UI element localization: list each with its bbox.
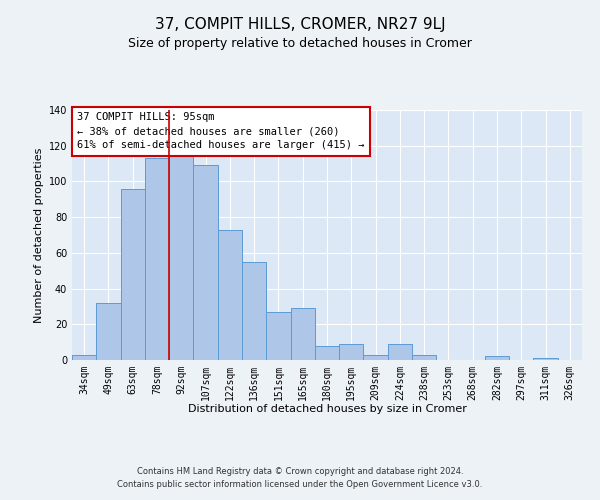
Bar (121, 188, 145, 360)
Text: 37 COMPIT HILLS: 95sqm
← 38% of detached houses are smaller (260)
61% of semi-de: 37 COMPIT HILLS: 95sqm ← 38% of detached… (77, 112, 365, 150)
Y-axis label: Number of detached properties: Number of detached properties (34, 148, 44, 322)
Text: Contains public sector information licensed under the Open Government Licence v3: Contains public sector information licen… (118, 480, 482, 489)
Bar (339, 344, 364, 360)
Bar (412, 354, 436, 360)
Text: 37, COMPIT HILLS, CROMER, NR27 9LJ: 37, COMPIT HILLS, CROMER, NR27 9LJ (155, 18, 445, 32)
Bar (218, 230, 242, 360)
X-axis label: Distribution of detached houses by size in Cromer: Distribution of detached houses by size … (188, 404, 466, 414)
Bar (242, 262, 266, 360)
Text: Contains HM Land Registry data © Crown copyright and database right 2024.: Contains HM Land Registry data © Crown c… (137, 467, 463, 476)
Bar (266, 312, 290, 360)
Bar (169, 156, 193, 360)
Bar (290, 308, 315, 360)
Bar (96, 303, 121, 360)
Bar (193, 166, 218, 360)
Bar (145, 158, 169, 360)
Bar (388, 344, 412, 360)
Bar (315, 346, 339, 360)
Bar (533, 358, 558, 360)
Text: Size of property relative to detached houses in Cromer: Size of property relative to detached ho… (128, 38, 472, 51)
Bar (485, 356, 509, 360)
Bar (364, 354, 388, 360)
Bar (72, 354, 96, 360)
